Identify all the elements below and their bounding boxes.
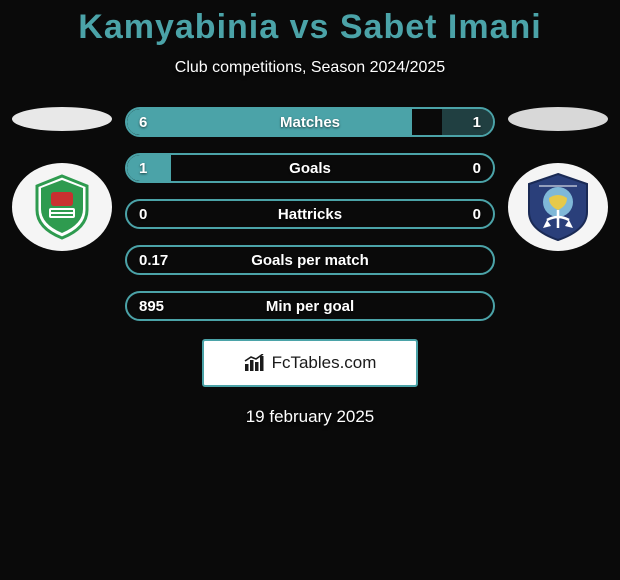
main-area: 6Matches11Goals00Hattricks00.17Goals per… <box>0 107 620 321</box>
right-player-column <box>503 107 613 251</box>
club-logo-right <box>508 163 608 251</box>
club-crest-left-icon <box>33 174 91 240</box>
club-logo-left <box>12 163 112 251</box>
stat-label: Goals per match <box>127 252 493 269</box>
left-player-column <box>7 107 117 251</box>
player-left-placeholder <box>12 107 112 131</box>
stat-label: Hattricks <box>127 206 493 223</box>
player-right-placeholder <box>508 107 608 131</box>
stat-value-right: 0 <box>473 160 481 177</box>
stat-label: Min per goal <box>127 298 493 315</box>
stat-value-right: 1 <box>473 114 481 131</box>
stat-row: 0.17Goals per match <box>125 245 495 275</box>
bar-chart-icon <box>244 354 266 372</box>
stat-row: 1Goals0 <box>125 153 495 183</box>
comparison-title: Kamyabinia vs Sabet Imani <box>78 8 541 47</box>
brand-label: FcTables.com <box>272 353 377 373</box>
brand-badge[interactable]: FcTables.com <box>202 339 418 387</box>
stat-value-right: 0 <box>473 206 481 223</box>
stat-row: 6Matches1 <box>125 107 495 137</box>
stat-label: Matches <box>127 114 493 131</box>
comparison-subtitle: Club competitions, Season 2024/2025 <box>175 59 445 77</box>
stat-label: Goals <box>127 160 493 177</box>
stats-column: 6Matches11Goals00Hattricks00.17Goals per… <box>125 107 495 321</box>
stat-row: 895Min per goal <box>125 291 495 321</box>
club-crest-right-icon <box>525 172 591 242</box>
snapshot-date: 19 february 2025 <box>246 407 375 427</box>
stat-row: 0Hattricks0 <box>125 199 495 229</box>
